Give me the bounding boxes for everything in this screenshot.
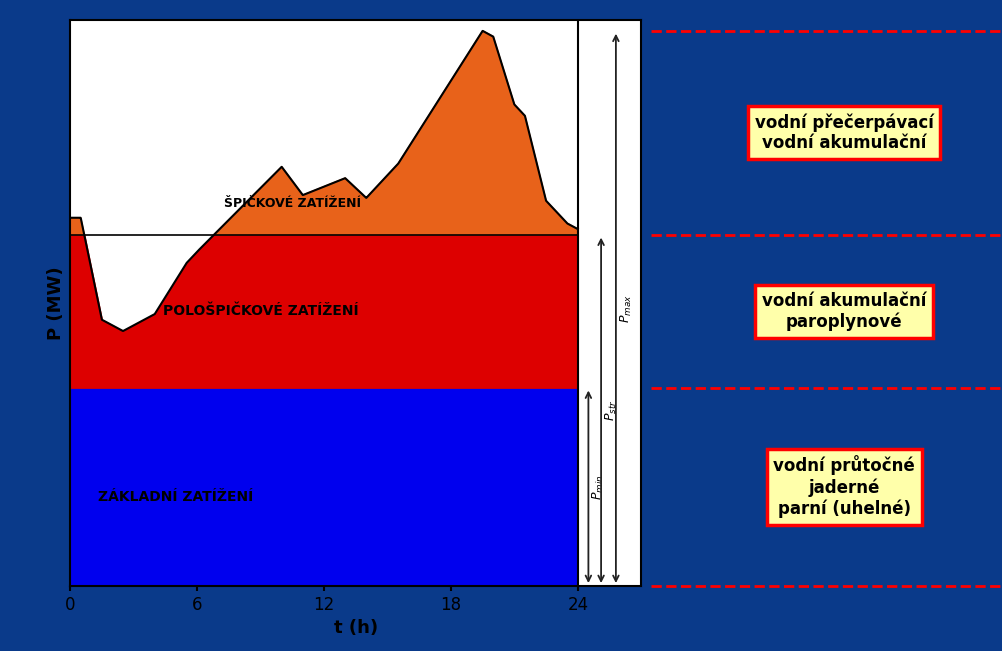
Text: $P_{str}$: $P_{str}$ xyxy=(603,400,618,421)
Text: $P_{min}$: $P_{min}$ xyxy=(591,474,606,499)
X-axis label: t (h): t (h) xyxy=(334,619,378,637)
Text: vodní akumulační
paroplynové: vodní akumulační paroplynové xyxy=(762,292,927,331)
Text: $P_{max}$: $P_{max}$ xyxy=(618,294,633,323)
Text: ŠPIČKOVÉ ZATÍŽENÍ: ŠPIČKOVÉ ZATÍŽENÍ xyxy=(223,197,361,210)
Text: vodní přečerpávací
vodní akumulační: vodní přečerpávací vodní akumulační xyxy=(755,113,934,152)
Text: vodní průtočné
jaderné
parní (uhelné): vodní průtočné jaderné parní (uhelné) xyxy=(774,456,915,518)
Text: ZÁKLADNÍ ZATÍŽENÍ: ZÁKLADNÍ ZATÍŽENÍ xyxy=(98,490,254,504)
Y-axis label: P (MW): P (MW) xyxy=(46,266,64,340)
Text: POLOŠPIČKOVÉ ZATÍŽENÍ: POLOŠPIČKOVÉ ZATÍŽENÍ xyxy=(162,304,359,318)
